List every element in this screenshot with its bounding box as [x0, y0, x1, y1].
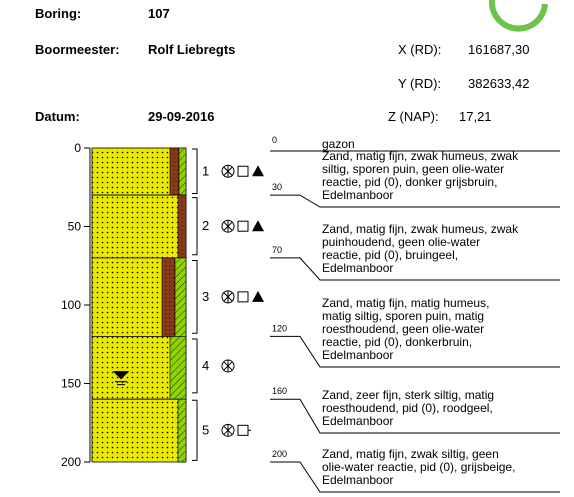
description: reactie, pid (0), bruingeel,: [322, 248, 458, 262]
depth-label: 30: [272, 182, 282, 192]
sample-number: 5: [202, 422, 209, 437]
icon: [252, 220, 264, 232]
description: roesthoudend, geen olie-water: [322, 322, 484, 336]
layer-strip: [177, 398, 187, 463]
tick-label: 200: [61, 455, 81, 469]
depth-label: 200: [272, 449, 287, 459]
tick-label: 150: [61, 377, 81, 391]
label: Y (RD):: [398, 76, 441, 91]
label: X (RD):: [398, 42, 441, 57]
icon: [223, 290, 233, 303]
depth-label: 160: [272, 386, 287, 396]
value: 107: [148, 6, 170, 21]
icon: [223, 165, 233, 178]
description: Zand, matig fijn, zwak siltig, geen: [322, 447, 499, 461]
description: roesthoudend, pid (0), roodgeel,: [322, 401, 493, 415]
sample-number: 2: [202, 218, 209, 233]
groundwater: [112, 371, 130, 386]
icon: [223, 424, 233, 437]
icon: [223, 359, 233, 372]
logo: [488, 0, 548, 32]
tick-label: 0: [74, 141, 81, 155]
sample-bracket: [192, 259, 198, 334]
layer-strip: [169, 147, 180, 196]
sample-bracket: [192, 148, 198, 195]
label: Datum:: [35, 109, 80, 124]
sample-number: 4: [202, 358, 209, 373]
soil-layer: [91, 194, 187, 259]
icon: [237, 165, 249, 177]
description: reactie, pid (0), donker grijsbruin,: [322, 175, 497, 189]
leader: [270, 257, 560, 281]
icon: [252, 165, 264, 177]
leader: [270, 194, 560, 208]
description: Edelmanboor: [322, 473, 393, 487]
icon: [237, 424, 249, 436]
leader: [270, 461, 560, 493]
icon: [252, 290, 264, 302]
layer-strip: [169, 336, 187, 400]
label: Boormeester:: [35, 42, 120, 57]
label: Boring:: [35, 6, 81, 21]
layer-strip: [161, 257, 176, 337]
description: Zand, matig fijn, matig humeus,: [322, 296, 489, 310]
description: Zand, matig fijn, zwak humeus, zwak: [322, 149, 519, 163]
value: 29-09-2016: [148, 109, 215, 124]
value: 17,21: [459, 109, 492, 124]
leader: [270, 335, 560, 368]
value: Rolf Liebregts: [148, 42, 235, 57]
description: Edelmanboor: [322, 188, 393, 202]
description: siltig, sporen puin, geen olie-water: [322, 162, 504, 176]
sample-bracket: [192, 197, 198, 256]
description: Edelmanboor: [322, 348, 393, 362]
icon: [223, 220, 233, 233]
sample-bracket: [192, 399, 198, 461]
tick-label: 100: [61, 298, 81, 312]
icon: [237, 220, 249, 232]
surface: gazon: [322, 137, 355, 151]
layer-strip: [177, 194, 187, 259]
label: Z (NAP):: [388, 109, 439, 124]
tick-label: 50: [68, 220, 82, 234]
sample-number: 1: [202, 163, 209, 178]
sample-number: 3: [202, 289, 209, 304]
description: Zand, zeer fijn, sterk siltig, matig: [322, 388, 494, 402]
description: reactie, pid (0), donkerbruin,: [322, 335, 472, 349]
leader: [270, 398, 560, 434]
soil-layer: [91, 398, 187, 463]
value: 382633,42: [468, 76, 529, 91]
description: matig siltig, sporen puin, matig: [322, 309, 484, 323]
description: Zand, matig fijn, zwak humeus, zwak: [322, 222, 519, 236]
layer-strip: [174, 257, 187, 337]
value: 161687,30: [468, 42, 529, 57]
description: puinhoudend, geen olie-water: [322, 235, 480, 249]
icon: [237, 291, 249, 303]
description: Edelmanboor: [322, 261, 393, 275]
sample-bracket: [192, 338, 198, 394]
depth-label: 70: [272, 245, 282, 255]
depth-label: 0: [272, 135, 277, 145]
description: olie-water reactie, pid (0), grijsbeige,: [322, 460, 515, 474]
depth-label: 120: [272, 323, 287, 333]
description: Edelmanboor: [322, 414, 393, 428]
layer-strip: [178, 147, 187, 196]
